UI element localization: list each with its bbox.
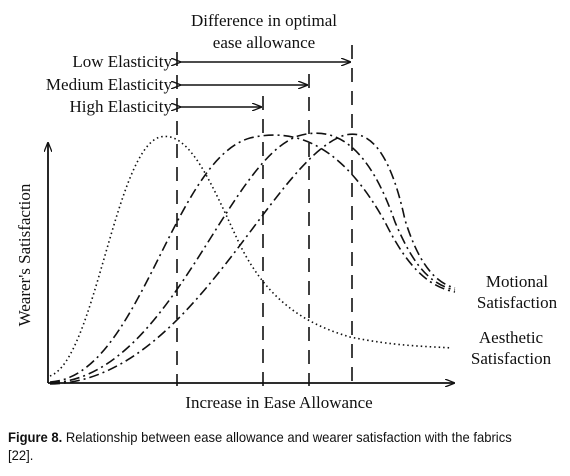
figure-caption: Figure 8. Relationship between ease allo… [8,428,525,464]
caption-text: Relationship between ease allowance and … [8,429,512,463]
caption-prefix: Figure 8. [8,429,63,445]
motional-curve-high-elasticity [49,134,456,383]
aesthetic-label-line-1: Aesthetic [479,328,544,347]
motional-curve-medium-elasticity [49,132,456,384]
x-axis-label: Increase in Ease Allowance [185,393,372,412]
high-elasticity-label: High Elasticity [70,97,173,116]
y-axis-label: Wearer's Satisfaction [15,183,34,326]
low-elasticity-label: Low Elasticity [72,52,172,71]
motional-curve-low-elasticity [49,133,456,385]
header-line-1: Difference in optimal [191,11,337,30]
motional-label-line-1: Motional [486,272,549,291]
medium-elasticity-label: Medium Elasticity [46,75,173,94]
motional-label-line-2: Satisfaction [477,293,558,312]
header-line-2: ease allowance [213,33,315,52]
aesthetic-satisfaction-curve [49,135,453,377]
aesthetic-label-line-2: Satisfaction [471,349,552,368]
